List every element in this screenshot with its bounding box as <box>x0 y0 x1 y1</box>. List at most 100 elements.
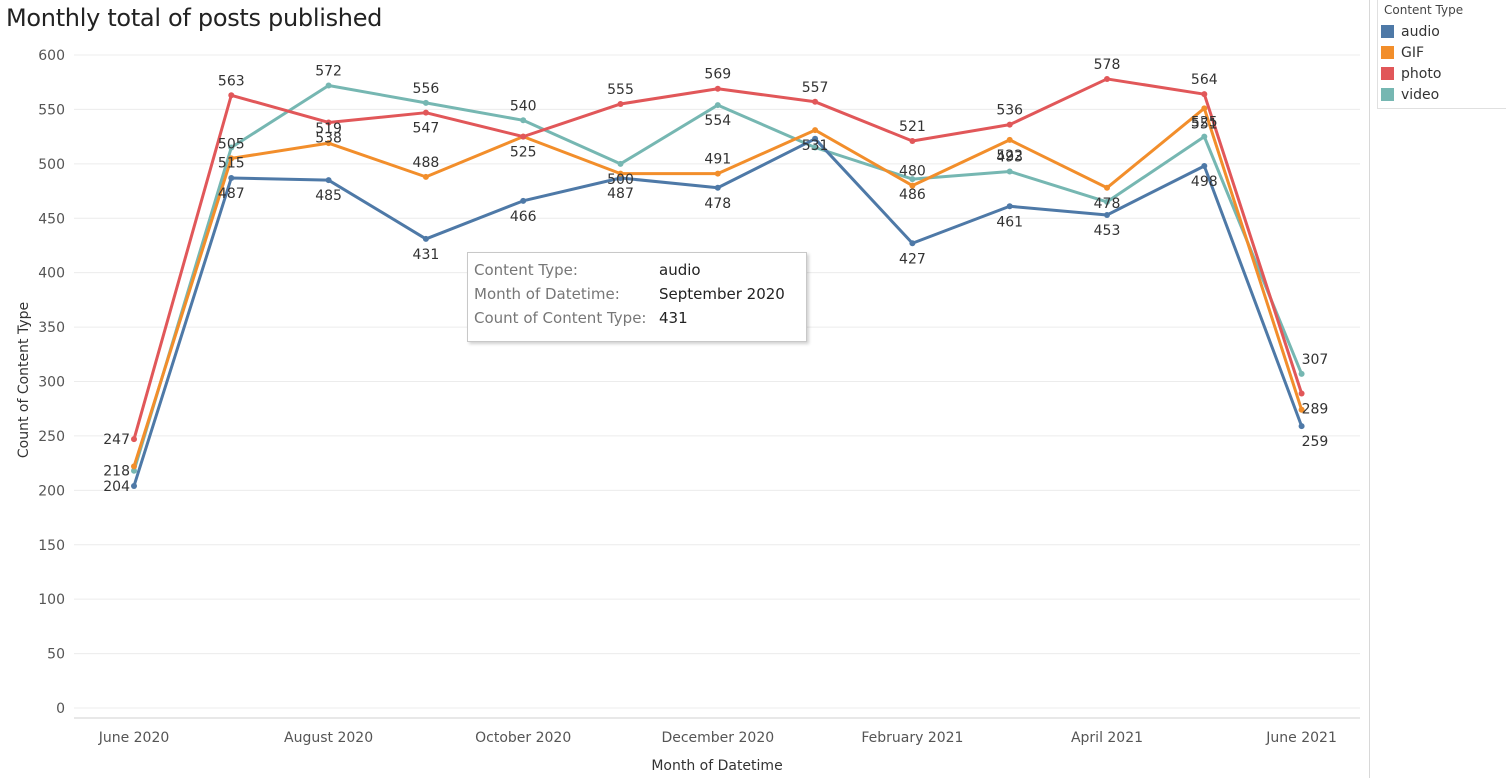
data-label: 427 <box>899 251 926 267</box>
data-label: 485 <box>315 188 342 204</box>
tooltip-key: Count of Content Type: <box>474 309 647 327</box>
data-label: 500 <box>607 172 634 188</box>
data-point-audio <box>1104 211 1110 218</box>
data-point-audio <box>422 235 429 242</box>
x-tick-label: April 2021 <box>1071 730 1143 746</box>
y-tick-label: 400 <box>38 266 65 282</box>
pane-divider <box>1369 0 1370 778</box>
data-point-photo <box>1104 75 1110 82</box>
legend-swatch <box>1381 25 1394 38</box>
data-point-video <box>520 117 527 124</box>
tooltip-value: 431 <box>659 309 688 327</box>
data-point-video <box>909 176 916 183</box>
data-label: 487 <box>607 186 634 202</box>
axes: 0 50 100 150 200 250 300 350 400 450 500 550 600 June… <box>38 48 1360 746</box>
data-point-photo <box>131 436 137 443</box>
legend-title: Content Type <box>1384 3 1464 17</box>
data-point-gif <box>909 182 916 189</box>
data-label: 557 <box>802 80 829 96</box>
data-label: 307 <box>1302 352 1329 368</box>
data-point-gif <box>1006 136 1013 143</box>
y-tick-label: 550 <box>38 102 65 118</box>
legend[interactable]: Content Type audio GIF photo video <box>1377 0 1506 109</box>
data-point-gif <box>131 463 137 470</box>
data-label: 486 <box>899 187 926 203</box>
data-point-photo <box>325 119 332 126</box>
data-point-photo <box>520 133 527 140</box>
tooltip: Content Type: audio Month of Datetime: S… <box>467 252 807 342</box>
data-point-photo <box>228 92 235 99</box>
data-point-gif <box>1298 406 1305 413</box>
legend-item-audio[interactable]: audio <box>1378 21 1506 42</box>
y-tick-label: 350 <box>38 320 65 336</box>
data-label: 204 <box>103 479 130 495</box>
data-label: 478 <box>1094 196 1121 212</box>
data-label: 578 <box>1094 57 1121 73</box>
data-point-video <box>714 102 721 109</box>
data-point-photo <box>909 137 916 144</box>
data-point-photo <box>1298 390 1305 397</box>
data-label: 478 <box>704 196 731 212</box>
data-point-gif <box>1104 184 1110 191</box>
data-label: 536 <box>996 103 1023 119</box>
tooltip-value: September 2020 <box>659 285 785 303</box>
data-label: 487 <box>218 186 245 202</box>
data-point-audio <box>812 135 819 142</box>
data-label: 556 <box>413 81 440 97</box>
data-label: 564 <box>1191 72 1218 88</box>
data-label: 525 <box>1191 115 1218 131</box>
legend-item-video[interactable]: video <box>1378 84 1506 105</box>
data-point-video <box>1104 198 1110 205</box>
data-label: 505 <box>218 136 245 152</box>
data-point-video <box>325 82 332 89</box>
data-label: 247 <box>103 432 130 448</box>
data-label: 519 <box>315 121 342 137</box>
tooltip-key: Month of Datetime: <box>474 285 620 303</box>
data-label: 554 <box>704 113 731 129</box>
data-point-gif <box>812 127 819 134</box>
data-label: 491 <box>704 152 731 168</box>
data-point-video <box>422 99 429 106</box>
data-point-audio <box>325 177 332 184</box>
data-point-photo <box>1201 91 1208 98</box>
tooltip-key: Content Type: <box>474 261 578 279</box>
y-tick-label: 100 <box>38 592 65 608</box>
x-tick-label: June 2020 <box>98 730 170 746</box>
legend-item-photo[interactable]: photo <box>1378 63 1506 84</box>
y-tick-label: 500 <box>38 157 65 173</box>
legend-label: photo <box>1401 65 1442 82</box>
y-tick-label: 200 <box>38 483 65 499</box>
y-tick-label: 450 <box>38 211 65 227</box>
x-tick-label: December 2020 <box>661 730 774 746</box>
legend-label: video <box>1401 86 1440 103</box>
x-tick-label: February 2021 <box>861 730 963 746</box>
data-label: 569 <box>704 67 731 83</box>
y-tick-label: 300 <box>38 375 65 391</box>
data-label: 431 <box>413 247 440 263</box>
data-point-photo <box>812 98 819 105</box>
data-point-video <box>1298 370 1305 377</box>
data-label: 551 <box>1191 116 1218 132</box>
data-point-video <box>131 467 137 474</box>
data-label: 493 <box>996 149 1023 165</box>
data-point-video <box>228 144 235 151</box>
data-point-audio <box>1201 163 1208 170</box>
data-label: 572 <box>315 63 342 79</box>
data-point-gif <box>325 140 332 147</box>
data-label: 488 <box>413 155 440 171</box>
data-label: 515 <box>218 156 245 172</box>
data-point-audio <box>1006 203 1013 210</box>
data-label: 498 <box>1191 174 1218 190</box>
x-tick-label: August 2020 <box>284 730 373 746</box>
data-label: 540 <box>510 98 537 114</box>
data-point-audio <box>1298 423 1305 430</box>
legend-item-gif[interactable]: GIF <box>1378 42 1506 63</box>
y-tick-label: 250 <box>38 429 65 445</box>
data-label: 289 <box>1302 401 1329 417</box>
y-axis-title: Count of Content Type <box>16 302 32 458</box>
legend-label: audio <box>1401 23 1440 40</box>
gridlines <box>74 54 1360 709</box>
data-label: 522 <box>996 148 1023 164</box>
data-point-audio <box>131 482 137 489</box>
x-axis-title: Month of Datetime <box>651 758 782 774</box>
